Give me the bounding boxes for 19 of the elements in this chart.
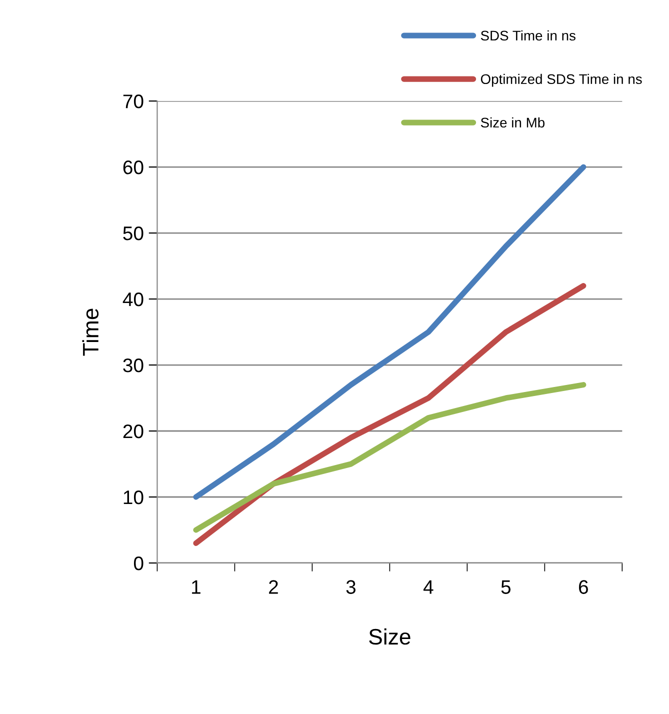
y-tick-label: 50 [123,226,144,240]
x-tick-label: 2 [269,580,278,594]
y-tick-label: 30 [123,358,144,372]
legend-label: Optimized SDS Time in ns [480,74,642,87]
x-tick-label: 6 [579,580,588,594]
y-tick-label: 20 [123,424,144,438]
legend-label: Size in Mb [480,117,545,128]
x-tick-label: 4 [423,580,434,594]
y-tick-label: 70 [123,94,144,108]
legend-label: SDS Time in ns [480,30,576,41]
x-tick-label: 3 [346,580,356,594]
x-axis-title: Size [369,628,410,645]
y-tick-label: 10 [124,490,144,504]
x-tick-label: 5 [501,580,511,594]
x-tick-label: 1 [192,580,200,594]
y-axis-title: Time [82,308,99,356]
y-tick-label: 60 [123,160,144,174]
y-tick-label: 40 [122,292,144,306]
y-tick-label: 0 [134,556,144,570]
